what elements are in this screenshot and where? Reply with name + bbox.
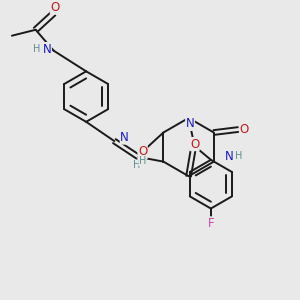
Text: N: N	[186, 117, 194, 130]
Text: H: H	[139, 156, 146, 166]
Text: O: O	[190, 138, 199, 151]
Text: N: N	[43, 43, 51, 56]
Text: O: O	[239, 123, 249, 136]
Text: H: H	[133, 160, 140, 170]
Text: F: F	[208, 217, 214, 230]
Text: O: O	[138, 145, 147, 158]
Text: H: H	[235, 151, 243, 161]
Text: N: N	[225, 150, 234, 163]
Text: N: N	[120, 131, 129, 144]
Text: H: H	[34, 44, 41, 54]
Text: O: O	[50, 1, 60, 14]
